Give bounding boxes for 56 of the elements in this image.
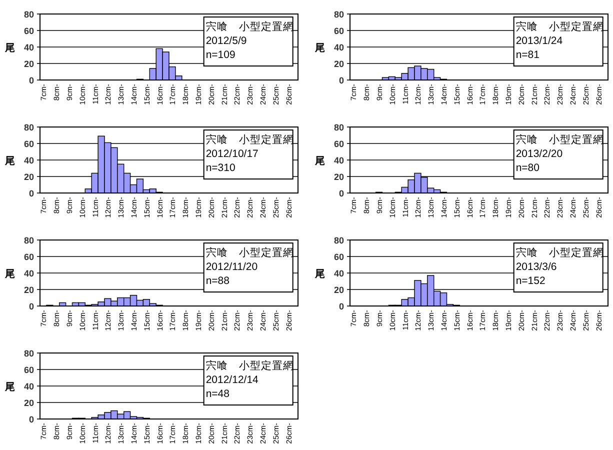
y-axis-title: 尾 <box>4 155 15 167</box>
annotation: n=81 <box>516 49 540 61</box>
y-tick-label: 60 <box>24 139 34 149</box>
annotation: 2012/11/20 <box>206 261 258 273</box>
y-tick-label: 40 <box>334 268 344 278</box>
annotation: 2012/5/9 <box>206 35 247 47</box>
y-tick-label: 60 <box>24 26 34 36</box>
y-axis-title: 尾 <box>314 268 325 280</box>
y-tick-label: 0 <box>338 76 344 86</box>
annotation: 2013/1/24 <box>516 35 563 47</box>
y-tick-label: 20 <box>24 172 34 182</box>
annotation: 2013/2/20 <box>516 148 563 160</box>
y-tick-label: 80 <box>24 122 34 132</box>
y-axis-title: 尾 <box>4 381 15 393</box>
y-tick-label: 80 <box>24 236 34 246</box>
annotation: n=48 <box>206 388 230 400</box>
y-tick-label: 20 <box>24 59 34 69</box>
y-tick-label: 0 <box>28 414 34 424</box>
annotation: n=109 <box>206 49 236 61</box>
y-tick-label: 40 <box>24 268 34 278</box>
y-axis-title: 尾 <box>4 268 15 280</box>
y-tick-label: 0 <box>338 302 344 312</box>
y-tick-label: 60 <box>334 252 344 262</box>
annotation: 2012/10/17 <box>206 148 259 160</box>
y-tick-label: 0 <box>338 188 344 198</box>
y-tick-label: 60 <box>334 26 344 36</box>
y-tick-label: 80 <box>24 10 34 20</box>
y-tick-label: 40 <box>24 156 34 166</box>
annotation: n=152 <box>516 275 546 287</box>
y-axis-title: 尾 <box>4 42 15 54</box>
annotation: 2012/12/14 <box>206 374 259 386</box>
annotation: 2013/3/6 <box>516 261 557 273</box>
y-tick-label: 20 <box>24 398 34 408</box>
y-tick-label: 60 <box>24 365 34 375</box>
y-tick-label: 0 <box>28 76 34 86</box>
y-tick-label: 80 <box>334 236 344 246</box>
y-tick-label: 60 <box>334 139 344 149</box>
y-tick-label: 60 <box>24 252 34 262</box>
y-tick-label: 80 <box>334 122 344 132</box>
annotation: n=88 <box>206 275 230 287</box>
annotation: n=310 <box>206 162 236 174</box>
y-tick-label: 20 <box>24 285 34 295</box>
y-axis-title: 尾 <box>314 42 325 54</box>
y-tick-label: 40 <box>24 382 34 392</box>
y-tick-label: 40 <box>334 156 344 166</box>
y-tick-label: 40 <box>334 42 344 52</box>
y-tick-label: 0 <box>28 188 34 198</box>
y-axis-title: 尾 <box>314 155 325 167</box>
y-tick-label: 20 <box>334 172 344 182</box>
y-tick-label: 80 <box>334 10 344 20</box>
y-tick-label: 80 <box>24 348 34 358</box>
y-tick-label: 0 <box>28 302 34 312</box>
annotation: n=80 <box>516 162 540 174</box>
y-tick-label: 20 <box>334 59 344 69</box>
y-tick-label: 20 <box>334 285 344 295</box>
y-tick-label: 40 <box>24 42 34 52</box>
